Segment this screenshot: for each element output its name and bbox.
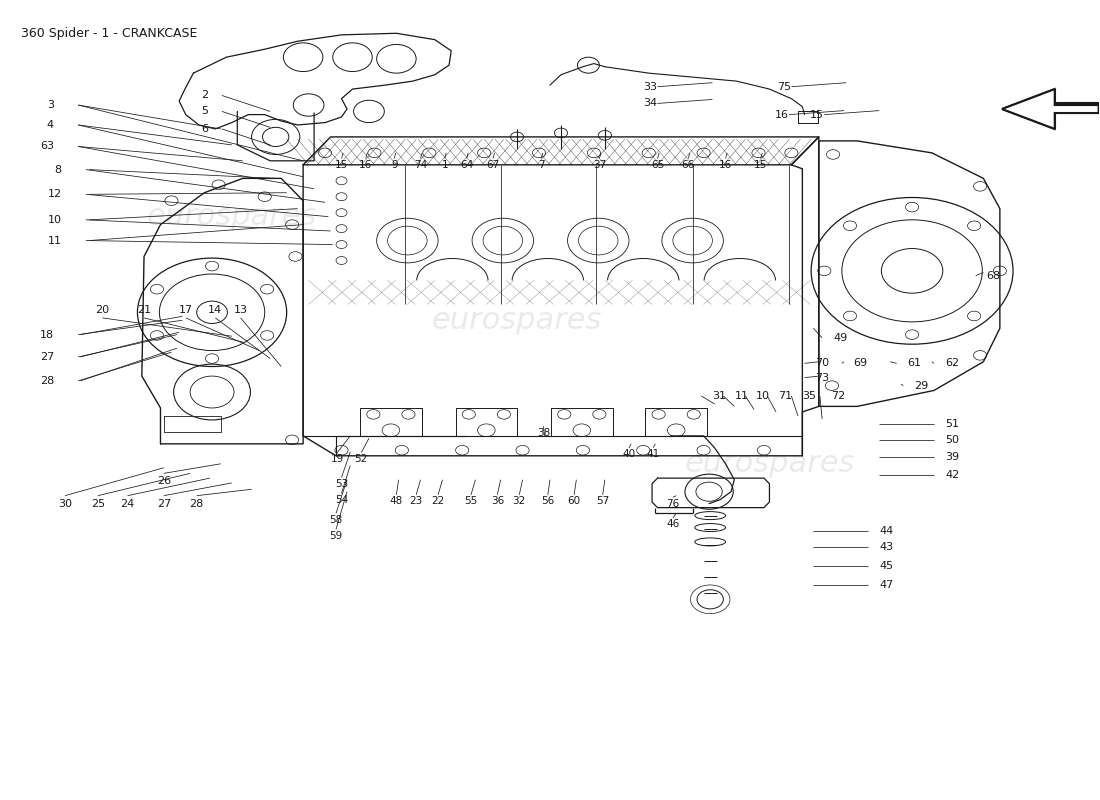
Text: 9: 9 [390, 160, 397, 170]
Text: 18: 18 [40, 330, 54, 340]
Text: 24: 24 [120, 498, 134, 509]
Text: eurospares: eurospares [432, 306, 603, 334]
Text: 76: 76 [667, 498, 680, 509]
Text: 60: 60 [568, 496, 581, 506]
Text: 46: 46 [667, 519, 680, 530]
Text: 7: 7 [538, 160, 544, 170]
Text: 66: 66 [682, 160, 695, 170]
Text: 70: 70 [815, 358, 829, 368]
Text: 29: 29 [914, 381, 928, 390]
Text: 48: 48 [389, 496, 403, 506]
Text: 30: 30 [58, 498, 72, 509]
Text: 62: 62 [945, 358, 959, 368]
Text: 8: 8 [55, 165, 62, 174]
Text: 20: 20 [96, 305, 109, 315]
Text: 23: 23 [409, 496, 422, 506]
Text: 64: 64 [460, 160, 473, 170]
Text: 21: 21 [138, 305, 151, 315]
Text: 74: 74 [414, 160, 427, 170]
Text: 72: 72 [830, 391, 845, 401]
Text: 69: 69 [852, 358, 867, 368]
Text: 26: 26 [156, 476, 170, 486]
Text: 51: 51 [945, 419, 959, 429]
Text: 42: 42 [945, 470, 959, 480]
Text: 71: 71 [778, 391, 792, 401]
Text: 16: 16 [776, 110, 789, 119]
Text: 6: 6 [201, 124, 208, 134]
Text: 40: 40 [623, 450, 636, 459]
Text: 3: 3 [47, 100, 54, 110]
Text: 27: 27 [40, 352, 54, 362]
Text: 56: 56 [541, 496, 554, 506]
Text: 68: 68 [987, 270, 1001, 281]
Text: 11: 11 [47, 235, 62, 246]
Text: 59: 59 [329, 530, 343, 541]
Text: 43: 43 [879, 542, 893, 553]
Text: 67: 67 [486, 160, 499, 170]
Text: 49: 49 [833, 333, 847, 343]
Text: 32: 32 [513, 496, 526, 506]
Text: 73: 73 [815, 373, 829, 382]
Text: 27: 27 [156, 498, 170, 509]
Text: 37: 37 [593, 160, 606, 170]
Text: 16: 16 [719, 160, 733, 170]
Text: 25: 25 [91, 498, 104, 509]
Text: 44: 44 [879, 526, 893, 536]
Text: 34: 34 [644, 98, 658, 109]
Text: 47: 47 [879, 580, 893, 590]
Text: 41: 41 [647, 450, 660, 459]
Text: 63: 63 [40, 142, 54, 151]
Text: 58: 58 [329, 514, 343, 525]
Text: 35: 35 [802, 391, 816, 401]
Text: 39: 39 [945, 452, 959, 462]
Text: 22: 22 [431, 496, 444, 506]
Text: 45: 45 [879, 561, 893, 571]
Text: 15: 15 [754, 160, 768, 170]
Text: 38: 38 [537, 428, 550, 438]
Text: 61: 61 [908, 358, 922, 368]
Text: 55: 55 [464, 496, 477, 506]
Text: 12: 12 [47, 190, 62, 199]
Text: 36: 36 [491, 496, 504, 506]
Text: 57: 57 [596, 496, 609, 506]
Text: 54: 54 [334, 494, 349, 505]
Text: 4: 4 [47, 120, 54, 130]
Text: 52: 52 [354, 454, 367, 464]
Text: 75: 75 [778, 82, 791, 92]
Text: 1: 1 [441, 160, 448, 170]
Text: 28: 28 [40, 376, 54, 386]
Text: 53: 53 [334, 478, 349, 489]
Text: eurospares: eurospares [146, 202, 317, 231]
Text: 11: 11 [735, 391, 748, 401]
Text: 14: 14 [208, 305, 222, 315]
Polygon shape [1002, 89, 1099, 129]
Text: 13: 13 [233, 305, 248, 315]
Text: 5: 5 [201, 106, 208, 117]
Text: 19: 19 [330, 454, 344, 464]
Text: 17: 17 [178, 305, 192, 315]
Text: 33: 33 [644, 82, 658, 92]
Text: 31: 31 [713, 391, 726, 401]
Text: 16: 16 [359, 160, 372, 170]
Text: 50: 50 [945, 435, 959, 445]
Text: 15: 15 [334, 160, 349, 170]
Text: eurospares: eurospares [684, 450, 855, 478]
Text: 10: 10 [757, 391, 770, 401]
Text: 360 Spider - 1 - CRANKCASE: 360 Spider - 1 - CRANKCASE [21, 27, 198, 40]
Text: 10: 10 [47, 215, 62, 225]
Text: 65: 65 [651, 160, 664, 170]
Text: 28: 28 [189, 498, 204, 509]
Text: 15: 15 [811, 110, 824, 119]
Text: 2: 2 [201, 90, 208, 101]
